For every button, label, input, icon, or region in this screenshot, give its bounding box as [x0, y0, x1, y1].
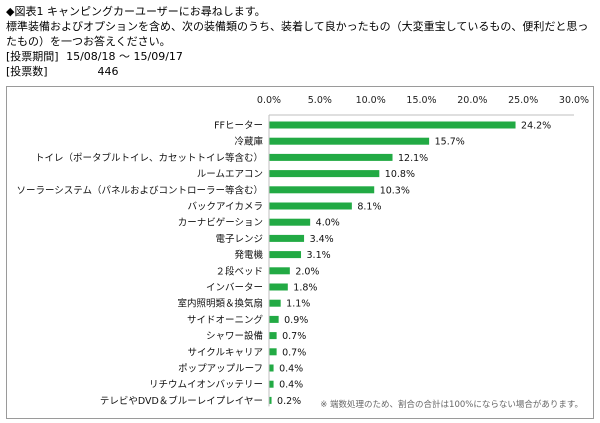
survey-question: 標準装備およびオプションを含め、次の装備類のうち、装着して良かったもの（大変重宝…	[6, 20, 589, 48]
category-label: インバーター	[206, 283, 263, 294]
bar	[269, 251, 302, 259]
value-label: 0.9%	[284, 315, 308, 326]
bar	[269, 121, 516, 129]
value-label: 0.7%	[282, 331, 306, 342]
vote-count: [投票数] 446	[6, 64, 596, 79]
category-label: バックアイカメラ	[187, 202, 263, 213]
x-tick-label: 25.0%	[508, 95, 538, 106]
value-label: 3.4%	[310, 234, 334, 245]
bar	[269, 137, 430, 145]
category-label: カーナビゲーション	[178, 217, 263, 229]
bar	[269, 396, 272, 404]
bar	[269, 218, 311, 226]
bar	[269, 283, 288, 291]
value-label: 1.1%	[286, 299, 310, 310]
category-label: 電子レンジ	[215, 234, 263, 245]
bar	[269, 348, 277, 356]
category-label: 室内照明類＆換気扇	[177, 298, 263, 310]
bar	[269, 380, 274, 388]
category-label: FFヒーター	[214, 121, 263, 132]
value-label: 15.7%	[435, 137, 465, 148]
value-label: 3.1%	[307, 250, 331, 261]
vote-count-label: [投票数]	[6, 65, 48, 78]
value-label: 10.8%	[385, 169, 415, 180]
value-label: 0.4%	[279, 380, 303, 391]
value-label: 0.4%	[279, 364, 303, 375]
vote-count-value: 446	[97, 65, 119, 78]
rounding-note: ※ 端数処理のため、割合の合計は100%にならない場合があります。	[320, 400, 583, 410]
bar	[269, 332, 277, 340]
category-label: サイドオーニング	[187, 314, 264, 326]
category-label: ２段ベッド	[215, 265, 263, 277]
x-tick-label: 30.0%	[559, 95, 589, 106]
value-label: 24.2%	[521, 121, 551, 132]
value-label: 2.0%	[295, 266, 319, 277]
bar-chart: 0.0% 5.0% 10.0% 15.0% 20.0% 25.0% 30.0% FFヒーター 2…	[16, 95, 589, 407]
bar	[269, 267, 290, 275]
bar	[269, 186, 375, 194]
x-tick-label: 0.0%	[257, 95, 281, 106]
bar	[269, 299, 281, 307]
bar	[269, 234, 305, 242]
x-tick-label: 20.0%	[457, 95, 487, 106]
value-label: 1.8%	[293, 283, 317, 294]
category-label: サイクルキャリア	[187, 347, 263, 358]
category-label: トイレ（ポータブルトイレ、カセットトイレ等含む）	[35, 152, 263, 164]
bar	[269, 315, 279, 323]
x-tick-label: 10.0%	[356, 95, 386, 106]
bar	[269, 364, 274, 372]
x-tick-label: 5.0%	[308, 95, 332, 106]
value-label: 4.0%	[316, 218, 340, 229]
figure-title: ◆図表1 キャンピングカーユーザーにお尋ねします。	[6, 5, 266, 18]
value-label: 0.7%	[282, 347, 306, 358]
voting-period-label: [投票期間]	[6, 50, 59, 63]
value-label: 0.2%	[277, 396, 301, 407]
value-label: 10.3%	[380, 185, 410, 196]
category-label: テレビやDVD＆ブルーレイプレイヤー	[100, 395, 263, 407]
category-label: 冷蔵庫	[234, 136, 263, 148]
voting-period-value: 15/08/18 ～ 15/09/17	[66, 50, 183, 63]
value-label: 12.1%	[398, 153, 428, 164]
x-tick-label: 15.0%	[406, 95, 436, 106]
chart-frame: 0.0% 5.0% 10.0% 15.0% 20.0% 25.0% 30.0% FFヒーター 2…	[6, 86, 594, 419]
value-label: 8.1%	[357, 202, 381, 213]
bar	[269, 153, 393, 161]
category-label: ルームエアコン	[197, 169, 263, 180]
category-label: ソーラーシステム（パネルおよびコントローラー等含む）	[16, 184, 263, 196]
bar	[269, 170, 380, 178]
chart-header: ◆図表1 キャンピングカーユーザーにお尋ねします。 標準装備およびオプションを含…	[6, 4, 596, 79]
category-label: 発電機	[234, 249, 263, 261]
category-label: ポップアップルーフ	[178, 364, 263, 375]
category-label: リチウムイオンバッテリー	[149, 380, 263, 391]
bar	[269, 202, 352, 210]
category-label: シャワー設備	[206, 330, 263, 342]
voting-period: [投票期間] 15/08/18 ～ 15/09/17	[6, 49, 596, 64]
